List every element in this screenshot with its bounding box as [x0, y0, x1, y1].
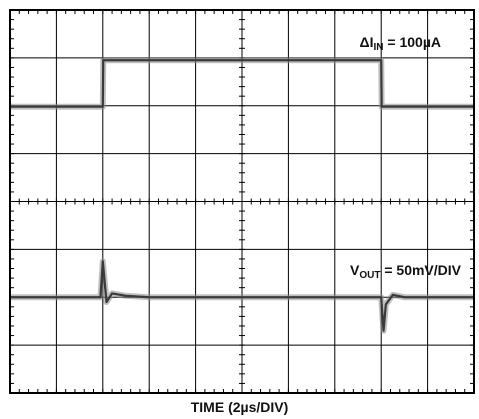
label-vout-prefix: V	[350, 262, 360, 278]
label-vout-subscript: OUT	[359, 270, 381, 281]
label-vout-suffix: = 50mV/DIV	[380, 262, 461, 278]
label-iin-prefix: ΔI	[359, 34, 374, 50]
traces	[10, 57, 474, 334]
grid	[9, 9, 475, 394]
plot-frame	[9, 9, 475, 394]
trace-line-input-current	[10, 59, 474, 108]
trace-line-output-voltage	[10, 260, 474, 332]
series-label-input-current: ΔIIN = 100µA	[360, 34, 441, 53]
label-iin-subscript: IN	[373, 42, 384, 53]
label-iin-suffix: = 100µA	[383, 34, 441, 50]
x-axis-label: TIME (2µs/DIV)	[190, 399, 289, 415]
series-label-output-voltage: VOUT = 50mV/DIV	[350, 262, 461, 281]
